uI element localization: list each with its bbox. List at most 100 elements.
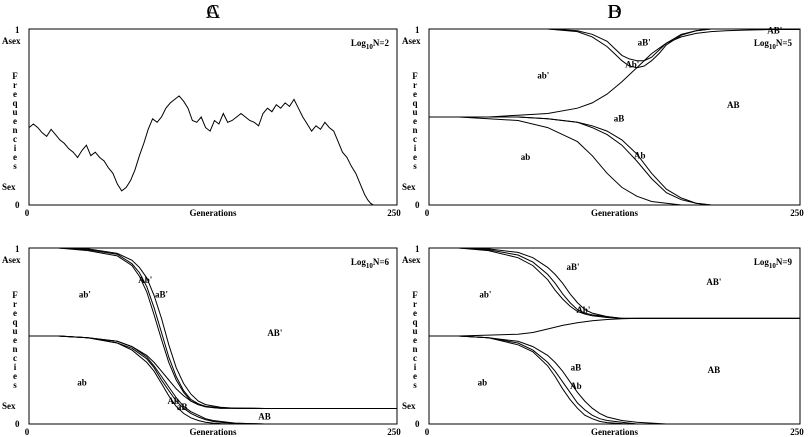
y-axis-label-letter: e	[13, 335, 17, 345]
region-label: ab'	[479, 289, 491, 299]
y-side-label-sex: Sex	[2, 182, 16, 192]
series-line	[429, 28, 800, 69]
y-axis-label-letter: c	[13, 353, 17, 363]
y-axis-label-letter: c	[413, 353, 417, 363]
y-axis-label-letter: i	[414, 362, 417, 372]
y-axis-label-letter: e	[413, 152, 417, 162]
y-side-label-asex: Asex	[2, 255, 21, 265]
region-label: ab	[521, 152, 531, 162]
y-axis-label-letter: e	[13, 89, 17, 99]
legend-text: Log10N=9	[754, 257, 793, 270]
y-axis-label-letter: q	[412, 98, 417, 108]
y-axis-label-letter: s	[413, 161, 417, 171]
panel-letter: D	[607, 1, 621, 23]
region-label: ab'	[79, 289, 91, 299]
y-axis-label-letter: r	[413, 299, 417, 309]
y-axis-label-letter: i	[14, 362, 17, 372]
y-axis-label-letter: e	[13, 308, 17, 318]
y-axis-label-letter: F	[412, 71, 418, 81]
y-axis-label-letter: n	[12, 125, 17, 135]
y-axis-label-letter: e	[413, 371, 417, 381]
y-side-label-sex: Sex	[402, 182, 416, 192]
x-tick-label: 250	[790, 208, 804, 218]
y-axis-label-letter: n	[412, 125, 417, 135]
x-tick-label: 0	[25, 427, 30, 437]
region-label: AB'	[267, 328, 282, 338]
legend-text: Log10N=5	[754, 38, 793, 51]
legend-text: Log10N=2	[351, 38, 390, 51]
y-side-label-asex: Asex	[2, 36, 21, 46]
region-label: AB	[708, 365, 721, 375]
y-axis-label-letter: r	[13, 299, 17, 309]
series-line	[429, 247, 800, 319]
x-tick-label: 0	[25, 208, 30, 218]
legend-text: Log10N=6	[351, 257, 390, 270]
plot-frame	[28, 28, 398, 206]
region-label: aB'	[638, 38, 651, 48]
y-axis-label-letter: e	[413, 335, 417, 345]
region-label: Ab'	[576, 305, 590, 315]
series-line	[429, 29, 800, 118]
region-label: aB'	[155, 289, 168, 299]
y-tick-label: 1	[15, 25, 20, 35]
region-label: AB'	[706, 277, 721, 287]
x-axis-label: Generations	[591, 427, 638, 437]
region-label: Ab'	[138, 275, 152, 285]
region-label: Ab	[634, 150, 646, 160]
series-line	[429, 317, 800, 337]
y-tick-label: 1	[15, 244, 20, 254]
y-axis-label-letter: u	[12, 326, 17, 336]
series-line	[429, 335, 726, 425]
y-side-label-asex: Asex	[402, 36, 421, 46]
series-line	[429, 335, 726, 425]
region-label: aB'	[566, 262, 579, 272]
series-line	[429, 247, 800, 319]
y-tick-label: 0	[415, 200, 420, 210]
plot-frame	[28, 247, 398, 425]
series-line	[28, 95, 374, 206]
series-line	[29, 335, 324, 425]
y-axis-label-letter: F	[12, 290, 18, 300]
y-axis-label-letter: e	[413, 89, 417, 99]
x-tick-label: 250	[387, 427, 401, 437]
y-axis-label-letter: r	[413, 80, 417, 90]
x-tick-label: 250	[387, 208, 401, 218]
series-line	[429, 116, 726, 206]
region-label: aB	[614, 113, 625, 123]
plot-frame	[428, 247, 801, 425]
y-axis-label-letter: n	[412, 344, 417, 354]
y-tick-label: 1	[415, 25, 420, 35]
x-axis-label: Generations	[190, 427, 237, 437]
region-label: Ab'	[625, 60, 639, 70]
series-line	[429, 247, 800, 319]
y-axis-label-letter: i	[414, 143, 417, 153]
region-label: Ab	[570, 381, 582, 391]
panel-letter: A	[206, 1, 221, 23]
x-tick-label: 0	[425, 208, 430, 218]
region-label: ab	[77, 377, 87, 387]
y-axis-label-letter: i	[14, 143, 17, 153]
y-side-label-sex: Sex	[2, 401, 16, 411]
y-axis-label-letter: e	[13, 116, 17, 126]
y-axis-label-letter: e	[13, 152, 17, 162]
y-axis-label-letter: F	[12, 71, 18, 81]
y-tick-label: 0	[15, 200, 20, 210]
y-axis-label-letter: n	[12, 344, 17, 354]
x-tick-label: 250	[790, 427, 804, 437]
panel-letter: B	[608, 1, 621, 23]
region-label: Ab	[167, 396, 179, 406]
region-label: aB	[571, 362, 582, 372]
y-axis-label-letter: r	[13, 80, 17, 90]
y-axis-label-letter: F	[412, 290, 418, 300]
y-axis-label-letter: e	[413, 308, 417, 318]
y-side-label-asex: Asex	[402, 255, 421, 265]
x-axis-label: Generations	[190, 208, 237, 218]
region-label: aB	[177, 402, 188, 412]
